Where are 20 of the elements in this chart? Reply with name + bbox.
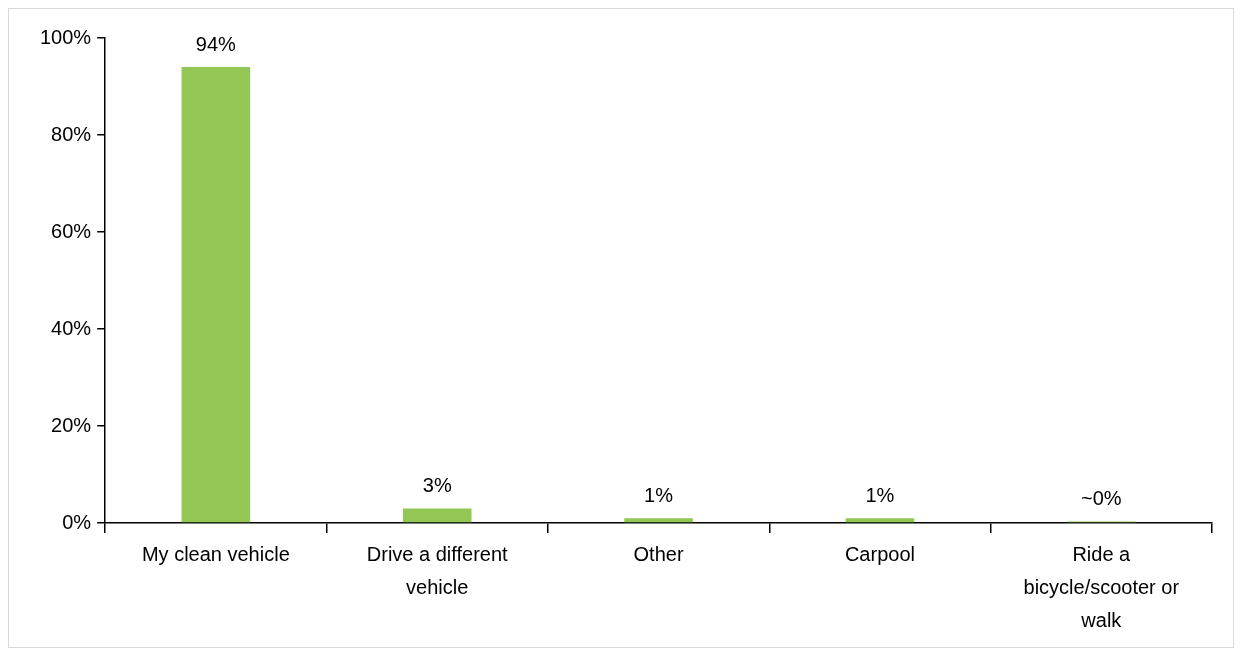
x-tick-label: Drive a different vehicle: [366, 543, 509, 599]
y-tick-label: 40%: [51, 316, 92, 339]
bar: [845, 518, 915, 523]
y-tick-label: 100%: [40, 25, 92, 48]
data-label: ~0%: [1081, 487, 1122, 510]
y-tick-label: 0%: [62, 510, 92, 533]
data-label: 1%: [865, 483, 895, 506]
data-label: 3%: [422, 473, 452, 496]
x-tick-label: Ride a bicycle/scooter or walk: [1023, 543, 1180, 632]
x-tick-label: My clean vehicle: [141, 543, 290, 566]
bar: [181, 67, 251, 523]
y-tick-label: 80%: [51, 122, 92, 145]
bar: [402, 508, 472, 523]
data-label: 1%: [644, 483, 674, 506]
data-label: 94%: [195, 32, 237, 55]
bar: [624, 518, 693, 523]
y-tick-label: 20%: [51, 413, 92, 436]
x-tick-label: Other: [633, 543, 684, 566]
y-tick-label: 60%: [51, 219, 92, 242]
x-tick-label: Carpool: [844, 543, 915, 566]
